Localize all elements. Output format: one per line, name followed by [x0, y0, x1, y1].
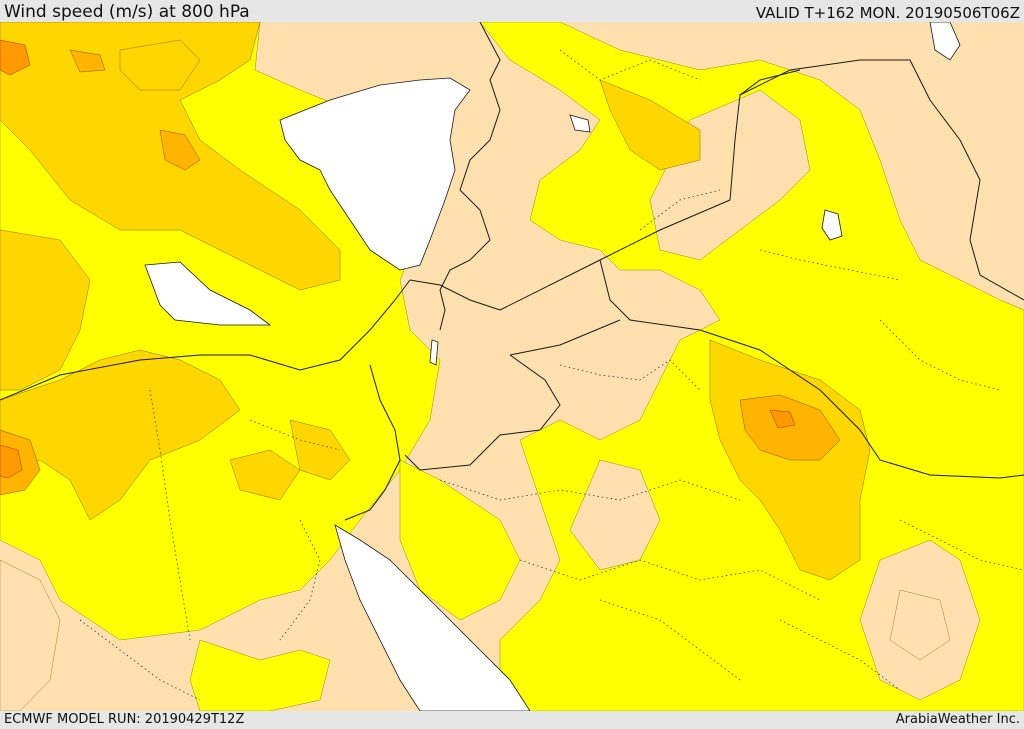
wind-speed-map [0, 22, 1024, 711]
wind-zone-high [0, 49, 841, 496]
country-borders [0, 22, 1024, 521]
header-bar: Wind speed (m/s) at 800 hPa VALID T+162 … [0, 0, 1024, 22]
sea-areas [144, 22, 961, 711]
footer-bar: ECMWF MODEL RUN: 20190429T12Z ArabiaWeat… [0, 711, 1024, 729]
map-canvas [0, 22, 1024, 711]
map-title: Wind speed (m/s) at 800 hPa [4, 2, 250, 22]
wind-zone-peak [0, 39, 796, 479]
model-run-label: ECMWF MODEL RUN: 20190429T12Z [4, 712, 245, 727]
valid-time: VALID T+162 MON. 20190506T06Z [755, 4, 1020, 22]
province-boundaries [79, 49, 1024, 701]
credit-label: ArabiaWeather Inc. [895, 712, 1020, 727]
